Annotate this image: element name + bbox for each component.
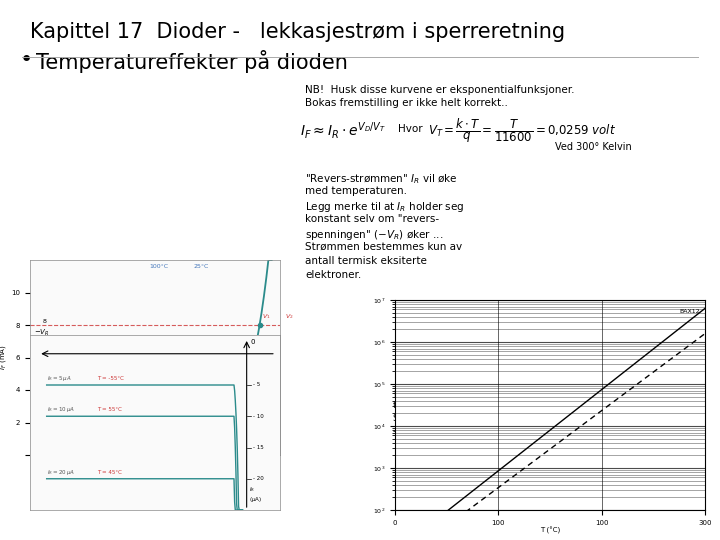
- Text: konstant selv om "revers-: konstant selv om "revers-: [305, 214, 439, 224]
- Text: Reverse Current $I_R$ som funksjon av: Reverse Current $I_R$ som funksjon av: [393, 388, 555, 401]
- Text: T = -55°C: T = -55°C: [96, 376, 124, 381]
- Text: antall termisk eksiterte: antall termisk eksiterte: [305, 256, 427, 266]
- Text: Ved 300° Kelvin: Ved 300° Kelvin: [555, 142, 631, 152]
- Text: $I_t$: $I_t$: [261, 421, 266, 430]
- Text: 25°C: 25°C: [193, 264, 209, 269]
- Text: - hel linje = max verdi iht. datablad: - hel linje = max verdi iht. datablad: [393, 427, 554, 436]
- Text: - 20: - 20: [253, 476, 264, 481]
- Text: Stiplet linje = typisk verdi: Stiplet linje = typisk verdi: [393, 414, 511, 423]
- Text: $I_R = 20\,\mu A$: $I_R = 20\,\mu A$: [47, 468, 75, 477]
- Text: - 10: - 10: [253, 414, 264, 418]
- Text: Legg merke til at $I_R$ holder seg: Legg merke til at $I_R$ holder seg: [305, 200, 464, 214]
- Text: - 15: - 15: [253, 445, 264, 450]
- Text: Temperatureffekter på dioden: Temperatureffekter på dioden: [36, 50, 348, 73]
- Text: BAX12: BAX12: [679, 309, 700, 314]
- Text: $V_T = \dfrac{k \cdot T}{q} = \dfrac{T}{11600} = 0{,}0259\ volt$: $V_T = \dfrac{k \cdot T}{q} = \dfrac{T}{…: [428, 117, 616, 145]
- Text: $I_R$
($\mu$A): $I_R$ ($\mu$A): [249, 485, 262, 504]
- Text: spenningen" ($-V_R$) øker ...: spenningen" ($-V_R$) øker ...: [305, 228, 444, 242]
- X-axis label: T (°C): T (°C): [540, 527, 560, 534]
- Text: 8: 8: [42, 319, 46, 323]
- Text: $-V_R$: $-V_R$: [34, 328, 50, 338]
- Text: Kapittel 17  Dioder -   lekkasjestrøm i sperreretning: Kapittel 17 Dioder - lekkasjestrøm i spe…: [30, 22, 565, 42]
- Text: elektroner.: elektroner.: [305, 270, 361, 280]
- Text: $V_2$: $V_2$: [285, 313, 294, 321]
- Text: $I_R = 5\,\mu A$: $I_R = 5\,\mu A$: [47, 374, 71, 383]
- Text: Hvor: Hvor: [398, 124, 423, 134]
- Text: 0: 0: [251, 339, 256, 346]
- X-axis label: $V_F$ (V): $V_F$ (V): [144, 474, 166, 483]
- Text: - 5: - 5: [253, 382, 261, 388]
- Text: Strømmen bestemmes kun av: Strømmen bestemmes kun av: [305, 242, 462, 252]
- Text: "Revers-strømmen" $I_R$ vil øke: "Revers-strømmen" $I_R$ vil øke: [305, 172, 458, 186]
- Text: 100°C: 100°C: [150, 264, 168, 269]
- Text: T = 45°C: T = 45°C: [96, 470, 122, 475]
- Text: temperatur ( dioden BAX 12 ): temperatur ( dioden BAX 12 ): [393, 401, 527, 410]
- Text: NB!  Husk disse kurvene er eksponentialfunksjoner.: NB! Husk disse kurvene er eksponentialfu…: [305, 85, 575, 95]
- Text: 15: 15: [680, 410, 700, 425]
- Text: $V_1$: $V_1$: [262, 313, 271, 321]
- Text: $I_R = 10\,\mu A$: $I_R = 10\,\mu A$: [47, 405, 75, 414]
- Text: $I_F \approx I_R \cdot e^{V_D/V_T}$: $I_F \approx I_R \cdot e^{V_D/V_T}$: [300, 120, 386, 141]
- Y-axis label: $I_F$ (mA): $I_F$ (mA): [0, 345, 9, 370]
- Text: T = 55°C: T = 55°C: [96, 407, 122, 412]
- Text: med temperaturen.: med temperaturen.: [305, 186, 407, 196]
- Text: •: •: [20, 50, 33, 70]
- Text: Bokas fremstilling er ikke helt korrekt..: Bokas fremstilling er ikke helt korrekt.…: [305, 98, 508, 108]
